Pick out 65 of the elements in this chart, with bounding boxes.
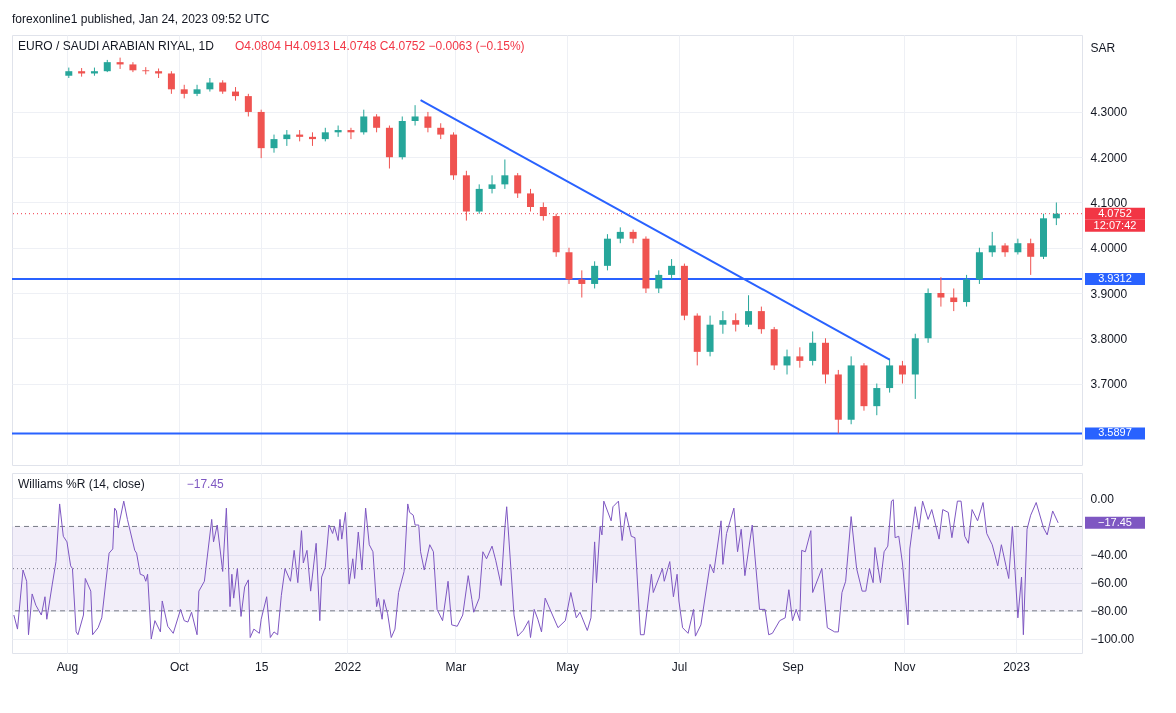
ref-line-label: 3.5897 (1098, 426, 1132, 439)
y-tick-label: 4.0000 (1090, 241, 1128, 256)
candlestick (578, 269, 586, 299)
x-tick-label: Sep (782, 659, 805, 674)
candlestick (514, 172, 522, 199)
candlestick (732, 312, 740, 332)
y-tick-label: 4.3000 (1090, 105, 1128, 120)
candlestick (937, 276, 945, 308)
candlestick (886, 358, 894, 394)
candlestick (475, 183, 483, 215)
candlestick (424, 111, 432, 133)
candlestick (745, 294, 753, 328)
text: −17.45 (1098, 515, 1132, 528)
candlestick (244, 93, 252, 117)
candlestick (988, 231, 996, 258)
chart-title: Williams %R (14, close) (18, 477, 145, 491)
y-tick-label: 3.7000 (1090, 377, 1128, 392)
chart-subtitle: O4.0804 H4.0913 L4.0748 C4.0752 −0.0063 (−0.15%) (235, 39, 525, 53)
candlestick (539, 201, 547, 222)
y-tick-label: −100.00 (1090, 632, 1135, 647)
x-tick-label: Mar (445, 659, 467, 674)
y-tick-label: 0.00 (1090, 491, 1115, 506)
candlestick (655, 269, 663, 294)
candlestick (360, 109, 368, 136)
candlestick (1001, 242, 1009, 258)
line-series (13, 499, 1059, 640)
y-tick-label: −80.00 (1090, 604, 1128, 619)
x-tick-label: Oct (169, 659, 190, 674)
x-tick-label: 15 (255, 659, 269, 674)
candlestick (873, 383, 881, 416)
y-tick-label: −60.00 (1090, 576, 1128, 591)
x-tick-label: Jul (671, 659, 688, 674)
candlestick (373, 113, 381, 133)
text: 12:07:42 (1093, 218, 1137, 231)
candlestick (270, 134, 278, 154)
x-tick-label: 2022 (334, 659, 362, 674)
candlestick (963, 274, 971, 308)
candlestick (719, 310, 727, 335)
candlestick (809, 330, 817, 366)
x-tick-label: 2023 (1003, 659, 1031, 674)
candlestick (783, 349, 791, 375)
candlestick (796, 346, 804, 369)
y-axis-title: SAR (1090, 40, 1116, 55)
chart-title: EURO / SAUDI ARABIAN RIYAL, 1D (18, 39, 215, 53)
candlestick (167, 70, 175, 95)
candlestick (898, 360, 906, 385)
text: forexonline1 published, Jan 24, 2023 09:52 UTC (12, 12, 270, 26)
candlestick (1027, 238, 1035, 276)
candlestick (411, 104, 419, 127)
y-tick-label: 3.9000 (1090, 286, 1128, 301)
candlestick (488, 174, 496, 194)
y-tick-label: 3.8000 (1090, 331, 1128, 346)
x-tick-label: Nov (894, 659, 916, 674)
chart-subtitle: −17.45 (186, 477, 225, 491)
ref-line-label: 3.9312 (1098, 271, 1132, 284)
candlestick (501, 158, 509, 190)
y-tick-label: 4.2000 (1090, 150, 1128, 165)
x-tick-label: Aug (56, 659, 79, 674)
candlestick (668, 258, 676, 280)
y-tick-label: −40.00 (1090, 548, 1128, 563)
candlestick (757, 306, 765, 335)
x-tick-label: May (556, 659, 579, 674)
candlestick (591, 260, 599, 289)
candlestick (527, 188, 535, 213)
candlestick (193, 84, 201, 97)
